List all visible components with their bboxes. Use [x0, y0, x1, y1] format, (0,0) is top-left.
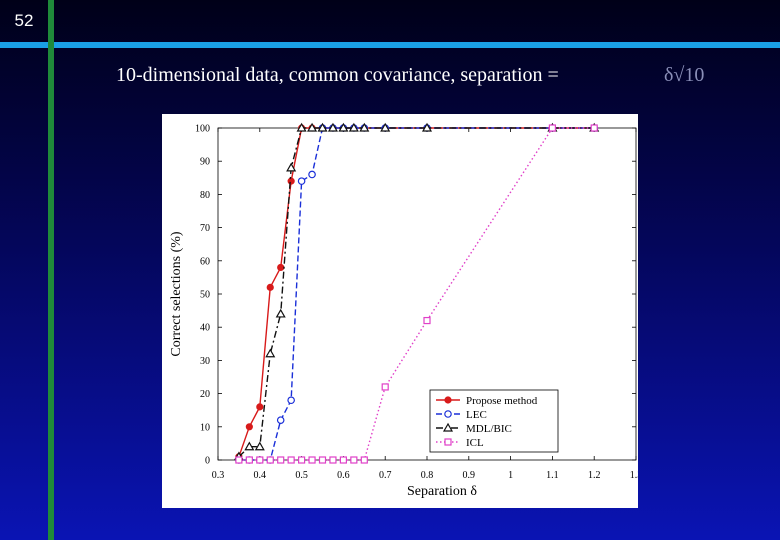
data-point — [590, 124, 598, 132]
y-axis-label: Correct selections (%) — [169, 231, 184, 357]
data-point — [287, 396, 295, 405]
y-tick-label: 80 — [200, 190, 210, 201]
data-point — [421, 122, 433, 132]
data-point — [338, 122, 349, 132]
data-point — [327, 122, 338, 132]
legend-entry: LEC — [466, 409, 487, 421]
plot-frame — [217, 127, 637, 461]
x-tick-label: 0.8 — [421, 470, 434, 481]
data-point — [244, 441, 255, 451]
data-point — [329, 456, 337, 464]
legend-marker — [444, 410, 452, 418]
data-point — [286, 162, 297, 172]
y-tick-label: 60 — [200, 256, 210, 267]
y-tick-label: 40 — [200, 323, 210, 334]
x-tick-label: 1.1 — [546, 470, 559, 481]
data-point — [275, 308, 286, 318]
data-point — [360, 456, 368, 464]
data-point — [245, 456, 253, 464]
axis-ticks: 0.3 0.4 0.5 0.6 0.7 0.8 0.9 1 1.1 1.2 1.3 0 10 20 30 40… — [195, 124, 642, 482]
legend-entry: Propose method — [466, 395, 538, 407]
y-tick-label: 100 — [195, 124, 210, 135]
data-point — [254, 441, 265, 451]
series-layer — [233, 122, 600, 464]
x-tick-label: 0.4 — [254, 470, 266, 481]
y-tick-label: 20 — [200, 389, 210, 400]
x-axis-label: Separation δ — [407, 484, 477, 499]
data-point — [307, 122, 318, 132]
data-point — [297, 177, 306, 185]
y-tick-label: 90 — [200, 157, 210, 168]
legend-entry: ICL — [466, 437, 484, 449]
accent-bar-vertical — [48, 0, 54, 540]
data-point — [317, 122, 328, 132]
chart-panel: 0.3 0.4 0.5 0.6 0.7 0.8 0.9 1 1.1 1.2 1.3 0 10 20 30 40… — [162, 114, 642, 508]
data-point — [245, 423, 253, 431]
data-point — [287, 177, 295, 185]
data-point — [548, 124, 556, 132]
data-point — [296, 122, 307, 132]
accent-bar-horizontal-left — [0, 42, 48, 48]
y-tick-label: 70 — [200, 223, 210, 234]
y-tick-label: 50 — [200, 290, 210, 301]
x-tick-label: 1.3 — [630, 470, 638, 481]
legend-entry: MDL/BIC — [466, 423, 512, 435]
data-point — [308, 456, 316, 464]
legend-marker — [444, 396, 452, 404]
x-tick-label: 0.7 — [379, 470, 392, 481]
data-point — [277, 456, 285, 464]
series-icl — [235, 124, 598, 464]
legend: Propose method LEC MDL/BIC ICL — [429, 389, 559, 453]
data-point — [381, 383, 389, 391]
slide-title: 10-dimensional data, common covariance, … — [116, 64, 559, 86]
x-tick-label: 0.9 — [463, 470, 476, 481]
x-tick-label: 1.2 — [588, 470, 601, 481]
slide-number: 52 — [14, 11, 34, 30]
data-point — [380, 122, 391, 132]
data-point — [235, 456, 243, 464]
y-tick-label: 0 — [205, 456, 210, 467]
x-tick-label: 0.3 — [212, 470, 225, 481]
separation-formula: δ√10 — [664, 64, 705, 86]
data-point — [256, 403, 264, 411]
data-point — [308, 170, 316, 179]
x-tick-label: 0.6 — [337, 470, 350, 481]
data-point — [277, 263, 285, 272]
data-point — [266, 456, 274, 464]
data-point — [339, 456, 347, 464]
accent-bar-horizontal — [54, 42, 780, 48]
data-point — [348, 122, 359, 132]
legend-marker — [442, 422, 454, 432]
data-point — [276, 416, 285, 424]
data-point — [265, 348, 276, 358]
data-point — [256, 456, 264, 464]
data-point — [318, 456, 327, 464]
y-tick-label: 30 — [200, 356, 210, 367]
x-tick-label: 1 — [508, 470, 513, 481]
data-point — [266, 283, 274, 291]
data-point — [287, 456, 295, 464]
data-point — [350, 456, 358, 464]
data-point — [423, 316, 431, 325]
data-point — [359, 122, 370, 132]
y-tick-label: 10 — [200, 422, 210, 433]
legend-marker — [444, 438, 452, 446]
data-point — [298, 456, 306, 464]
line-chart: 0.3 0.4 0.5 0.6 0.7 0.8 0.9 1 1.1 1.2 1.3 0 10 20 30 40… — [169, 122, 642, 499]
x-tick-label: 0.5 — [295, 470, 308, 481]
